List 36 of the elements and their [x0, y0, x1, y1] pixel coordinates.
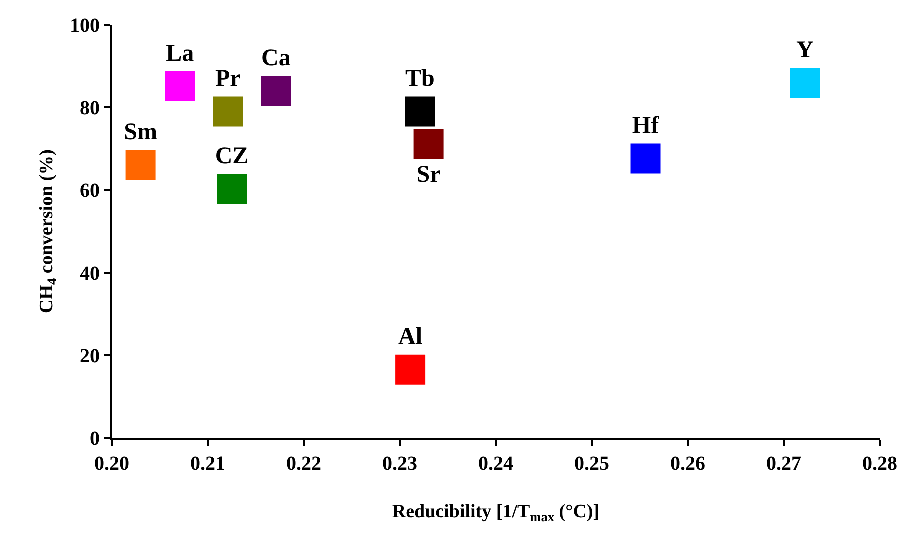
x-tick-label: 0.27 — [766, 453, 802, 475]
series-label: Ca — [261, 46, 291, 72]
x-tick-label: 0.28 — [862, 453, 898, 475]
series-label: CZ — [215, 144, 249, 170]
series-label: Tb — [405, 66, 435, 92]
series-label: La — [166, 40, 194, 67]
point — [414, 129, 444, 160]
series-label: Hf — [632, 113, 660, 140]
y-tick-label: 60 — [80, 180, 100, 202]
y-tick-label: 0 — [90, 428, 100, 450]
x-axis-title: Reducibility [1/T$_{max}$ (°C)] — [392, 501, 600, 524]
x-tick-label: 0.26 — [670, 453, 706, 475]
x-tick-label: 0.24 — [478, 453, 514, 475]
point — [213, 96, 244, 127]
point — [261, 76, 292, 106]
x-tick-label: 0.23 — [382, 453, 418, 475]
series-label: Pr — [216, 66, 242, 92]
point — [790, 68, 820, 98]
x-tick-label: 0.21 — [190, 453, 226, 475]
point — [405, 96, 436, 127]
point — [126, 150, 156, 180]
point — [630, 144, 661, 174]
point — [165, 72, 196, 102]
series-label: Sr — [416, 162, 442, 188]
series-label: Sm — [124, 120, 158, 146]
series-label: Al — [398, 324, 423, 350]
y-tick-label: 40 — [80, 262, 100, 285]
point — [217, 174, 247, 204]
y-tick-label: 80 — [80, 98, 100, 120]
y-tick-label: 100 — [70, 15, 100, 37]
x-tick-label: 0.22 — [286, 453, 322, 475]
x-tick-label: 0.20 — [94, 453, 130, 475]
x-tick-label: 0.25 — [574, 453, 610, 475]
point — [396, 354, 426, 385]
y-tick-label: 20 — [80, 345, 100, 368]
series-label: Y — [796, 37, 814, 64]
